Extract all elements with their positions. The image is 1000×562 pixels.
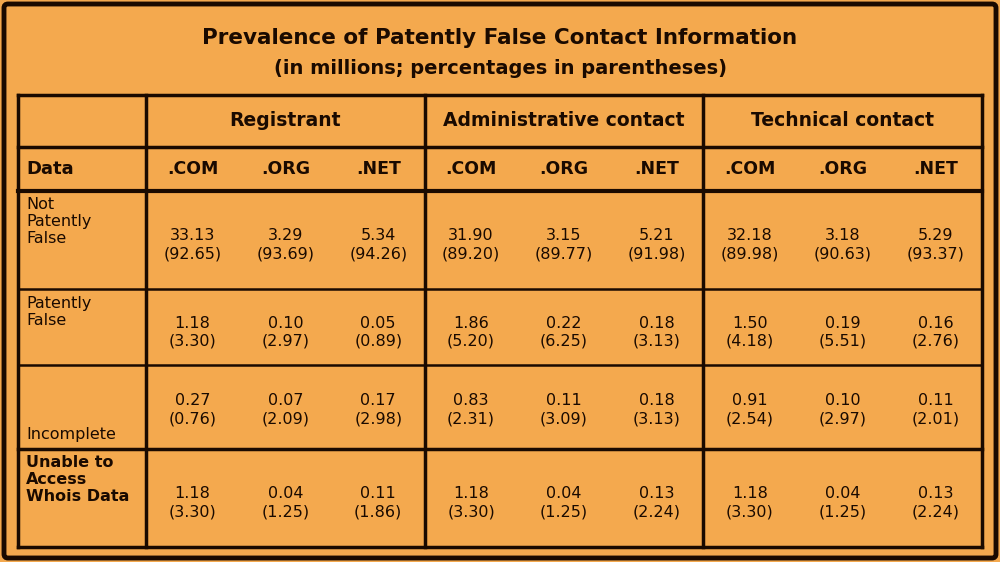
Text: 0.83: 0.83 (453, 393, 489, 409)
Text: 0.19: 0.19 (825, 316, 860, 330)
Text: (93.37): (93.37) (907, 246, 964, 261)
Text: 5.29: 5.29 (918, 228, 953, 243)
Text: (2.54): (2.54) (726, 411, 774, 427)
Text: Whois Data: Whois Data (26, 490, 129, 504)
Text: Access: Access (26, 472, 87, 487)
Text: 5.34: 5.34 (361, 228, 396, 243)
Text: Registrant: Registrant (230, 111, 341, 130)
Text: 5.21: 5.21 (639, 228, 675, 243)
Text: 1.86: 1.86 (453, 316, 489, 330)
Text: (2.09): (2.09) (261, 411, 309, 427)
Text: Not: Not (26, 197, 54, 212)
Text: (1.25): (1.25) (540, 504, 588, 519)
Text: (94.26): (94.26) (349, 246, 407, 261)
Text: 0.91: 0.91 (732, 393, 768, 409)
Text: 0.07: 0.07 (268, 393, 303, 409)
Text: (2.01): (2.01) (911, 411, 960, 427)
Text: (93.69): (93.69) (256, 246, 314, 261)
Text: .ORG: .ORG (818, 160, 867, 178)
Text: 0.04: 0.04 (825, 486, 860, 501)
Text: (92.65): (92.65) (163, 246, 222, 261)
Text: (3.13): (3.13) (633, 334, 681, 348)
Text: (2.98): (2.98) (354, 411, 402, 427)
Text: (3.30): (3.30) (726, 504, 774, 519)
Text: 0.04: 0.04 (268, 486, 303, 501)
Text: 0.11: 0.11 (360, 486, 396, 501)
Text: 0.11: 0.11 (918, 393, 953, 409)
Text: .NET: .NET (634, 160, 679, 178)
Text: (2.97): (2.97) (819, 411, 867, 427)
Text: 0.10: 0.10 (268, 316, 303, 330)
Text: (1.86): (1.86) (354, 504, 402, 519)
Text: 0.16: 0.16 (918, 316, 953, 330)
Text: 1.18: 1.18 (175, 316, 210, 330)
FancyBboxPatch shape (4, 4, 996, 558)
Text: (3.30): (3.30) (169, 504, 216, 519)
Text: .COM: .COM (167, 160, 218, 178)
Text: 0.18: 0.18 (639, 316, 675, 330)
Text: (2.24): (2.24) (912, 504, 960, 519)
Text: 0.13: 0.13 (639, 486, 675, 501)
Text: Technical contact: Technical contact (751, 111, 934, 130)
Text: False: False (26, 312, 66, 328)
Text: (2.31): (2.31) (447, 411, 495, 427)
Text: (3.30): (3.30) (169, 334, 216, 348)
Text: 0.27: 0.27 (175, 393, 210, 409)
Text: .ORG: .ORG (539, 160, 589, 178)
Text: 0.22: 0.22 (546, 316, 582, 330)
Text: Patently: Patently (26, 214, 91, 229)
Text: (2.76): (2.76) (912, 334, 960, 348)
Text: (91.98): (91.98) (628, 246, 686, 261)
Text: 0.17: 0.17 (360, 393, 396, 409)
Text: 33.13: 33.13 (170, 228, 215, 243)
Text: (3.13): (3.13) (633, 411, 681, 427)
Text: (0.76): (0.76) (168, 411, 216, 427)
Text: (0.89): (0.89) (354, 334, 402, 348)
Text: 0.10: 0.10 (825, 393, 860, 409)
Text: .ORG: .ORG (261, 160, 310, 178)
Text: (2.24): (2.24) (633, 504, 681, 519)
Text: False: False (26, 232, 66, 246)
Text: (3.09): (3.09) (540, 411, 588, 427)
Text: Prevalence of Patently False Contact Information: Prevalence of Patently False Contact Inf… (202, 28, 798, 48)
Text: .NET: .NET (913, 160, 958, 178)
Text: (3.30): (3.30) (447, 504, 495, 519)
Text: 1.18: 1.18 (732, 486, 768, 501)
Text: 32.18: 32.18 (727, 228, 773, 243)
Text: 1.18: 1.18 (175, 486, 210, 501)
Text: (89.98): (89.98) (721, 246, 779, 261)
Text: Data: Data (26, 160, 74, 178)
Text: 0.04: 0.04 (546, 486, 582, 501)
Text: 0.05: 0.05 (360, 316, 396, 330)
Text: (90.63): (90.63) (814, 246, 872, 261)
Text: (5.51): (5.51) (819, 334, 867, 348)
Text: 3.29: 3.29 (268, 228, 303, 243)
Text: 1.50: 1.50 (732, 316, 768, 330)
Text: 3.18: 3.18 (825, 228, 860, 243)
Text: (89.20): (89.20) (442, 246, 500, 261)
Text: Patently: Patently (26, 296, 91, 311)
Text: 3.15: 3.15 (546, 228, 582, 243)
Text: (2.97): (2.97) (261, 334, 309, 348)
Text: 1.18: 1.18 (453, 486, 489, 501)
Text: 0.18: 0.18 (639, 393, 675, 409)
Text: 0.13: 0.13 (918, 486, 953, 501)
Text: 31.90: 31.90 (448, 228, 494, 243)
Text: (1.25): (1.25) (261, 504, 309, 519)
Text: .COM: .COM (724, 160, 775, 178)
Text: .COM: .COM (445, 160, 497, 178)
Text: 0.11: 0.11 (546, 393, 582, 409)
Text: (4.18): (4.18) (726, 334, 774, 348)
Text: (1.25): (1.25) (819, 504, 867, 519)
Text: (5.20): (5.20) (447, 334, 495, 348)
Text: Unable to: Unable to (26, 455, 114, 470)
Text: (in millions; percentages in parentheses): (in millions; percentages in parentheses… (274, 58, 726, 78)
Text: (89.77): (89.77) (535, 246, 593, 261)
Text: (6.25): (6.25) (540, 334, 588, 348)
Text: Administrative contact: Administrative contact (443, 111, 685, 130)
Text: .NET: .NET (356, 160, 401, 178)
Text: Incomplete: Incomplete (26, 427, 116, 442)
